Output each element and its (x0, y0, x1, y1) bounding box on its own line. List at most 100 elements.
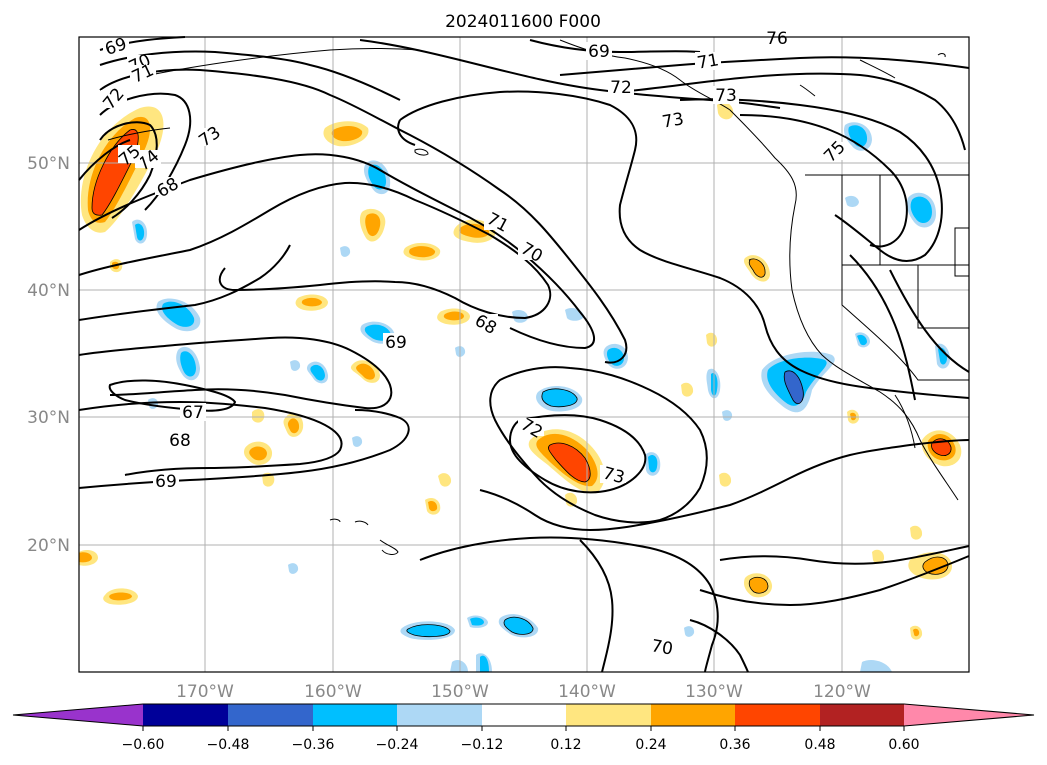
anomaly-patch (450, 660, 468, 672)
colorbar-segment (735, 704, 820, 726)
anomaly-patch (503, 617, 534, 635)
anomaly-patch (922, 557, 948, 575)
anomaly-patch (749, 258, 766, 278)
colorbar-ticks: −0.60 −0.48 −0.36 −0.24 −0.12 0.12 0.24 … (122, 726, 920, 753)
anomaly-patch (365, 213, 381, 237)
anomaly-patch (784, 370, 804, 404)
anomaly-patch (470, 617, 484, 626)
anomaly-patch (648, 455, 658, 473)
anomaly-patch (910, 525, 923, 540)
lon-label: 120°W (813, 682, 871, 702)
contour-labels: 69 70 71 72 73 74 75 68 71 70 68 69 67 (99, 29, 849, 660)
anomaly-patch (512, 310, 528, 323)
contour-label: 72 (610, 78, 632, 98)
anomaly-patch (180, 351, 196, 377)
anomaly-patch (681, 382, 694, 397)
anomaly-patch (310, 364, 325, 381)
contour-label: 73 (661, 109, 686, 132)
anomaly-patch (872, 549, 885, 564)
anomaly-patch (910, 196, 932, 224)
anomaly-patch (340, 246, 351, 257)
anomaly-patch (331, 126, 363, 142)
latitude-labels: 50°N 40°N 30°N 20°N (27, 154, 70, 556)
lat-label: 40°N (27, 281, 70, 301)
anomaly-patch (409, 246, 436, 258)
anomaly-patch (249, 446, 267, 461)
colorbar-segment (482, 704, 566, 726)
colorbar-tick-label: 0.36 (719, 737, 750, 753)
contour-label: 69 (385, 333, 407, 353)
colorbar-segment (820, 704, 904, 726)
colorbar-segment (313, 704, 397, 726)
colorbar-over-arrow (904, 704, 1034, 726)
anomaly-outlines (91, 129, 952, 638)
anomaly-patch (606, 347, 624, 366)
contour-label: 69 (588, 42, 610, 62)
contour-label: 73 (715, 86, 737, 106)
colorbar-segment (228, 704, 313, 726)
contour-label: 69 (155, 472, 177, 492)
anomaly-patch (684, 626, 695, 637)
anomaly-patch (79, 552, 92, 563)
anomaly-patch (857, 334, 867, 346)
map-title: 2024011600 F000 (445, 12, 601, 32)
anomaly-patch (438, 473, 452, 487)
anomaly-patch (252, 409, 265, 423)
contour-label: 70 (650, 636, 675, 659)
lon-label: 170°W (176, 682, 234, 702)
contour-label: 71 (696, 50, 721, 73)
anomaly-patch (287, 418, 300, 434)
anomaly-patch (459, 223, 490, 238)
colorbar-tick-label: 0.48 (804, 737, 835, 753)
lon-label: 160°W (304, 682, 362, 702)
colorbar-tick-label: −0.24 (376, 737, 419, 753)
anomaly-patch (109, 592, 132, 601)
anomaly-patch (565, 492, 578, 507)
anomaly-patch (480, 655, 489, 672)
colorbar-tick-label: 0.24 (635, 737, 666, 753)
colorbar-tick-label: 0.12 (550, 737, 581, 753)
anomaly-patch (541, 388, 578, 407)
anomaly-patch (719, 472, 732, 487)
negative-anomaly-fills (132, 122, 950, 672)
longitude-labels: 170°W 160°W 150°W 140°W 130°W 120°W (176, 682, 871, 702)
lat-label: 30°N (27, 408, 70, 428)
colorbar-tick-label: −0.48 (207, 737, 250, 753)
anomaly-patch (722, 410, 733, 421)
anomaly-patch (428, 500, 438, 512)
colorbar-segment (397, 704, 482, 726)
colorbar-under-arrow (13, 704, 143, 726)
colorbar-tick-label: −0.12 (461, 737, 504, 753)
anomaly-patch (548, 443, 591, 482)
contour-label: 67 (182, 403, 204, 423)
lon-label: 150°W (431, 682, 489, 702)
lat-label: 20°N (27, 536, 70, 556)
anomaly-patch (860, 660, 892, 672)
contour-label: 76 (766, 29, 788, 49)
contour-label: 68 (169, 431, 191, 451)
anomaly-patch (356, 363, 375, 380)
anomaly-patch (290, 360, 301, 371)
anomaly-patch (135, 223, 145, 241)
lon-label: 130°W (685, 682, 743, 702)
anomaly-patch (301, 297, 322, 307)
plot-area: 69 70 71 72 73 74 75 68 71 70 68 69 67 (78, 29, 970, 673)
anomaly-patch (717, 102, 734, 120)
map-frame (78, 36, 970, 673)
anomaly-patch (913, 628, 920, 637)
colorbar-segment (566, 704, 651, 726)
anomaly-patch (288, 563, 299, 574)
colorbar-segment (143, 704, 228, 726)
lon-label: 140°W (558, 682, 616, 702)
anomaly-patch (352, 436, 363, 447)
anomaly-patch (406, 624, 450, 637)
colorbar-segment (651, 704, 735, 726)
lat-label: 50°N (27, 154, 70, 174)
colorbar-tick-label: −0.60 (122, 737, 165, 753)
colorbar-tick-label: 0.60 (888, 737, 919, 753)
colorbar-tick-label: −0.36 (292, 737, 335, 753)
anomaly-patch (749, 577, 768, 594)
colorbar (12, 703, 1035, 727)
anomaly-patch (845, 195, 859, 207)
